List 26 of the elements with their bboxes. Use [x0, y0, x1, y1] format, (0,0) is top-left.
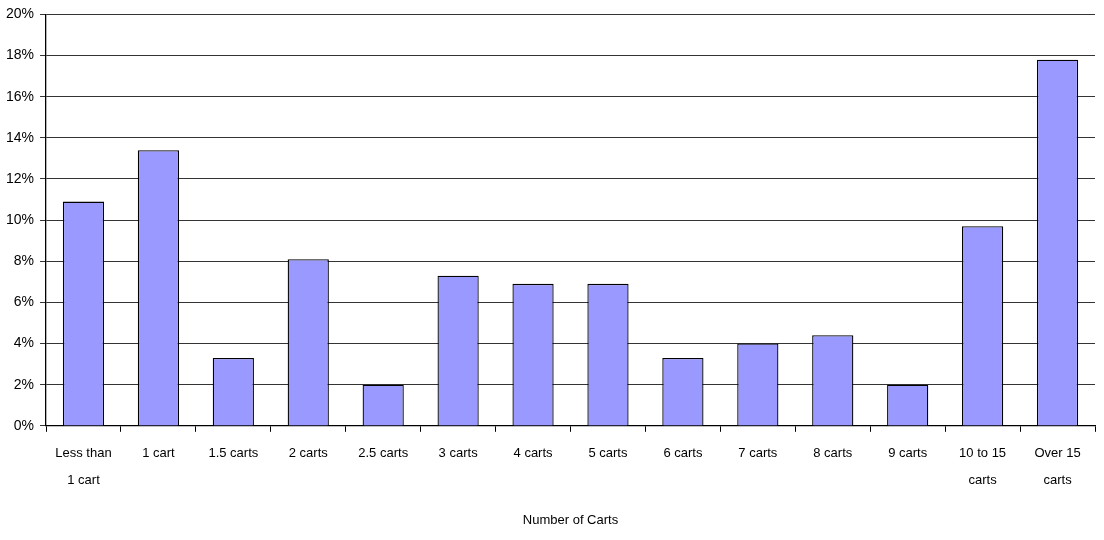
x-tick-label: Less than 1 cart: [55, 445, 112, 488]
x-axis-title: Number of Carts: [522, 511, 619, 527]
x-tick-label: 5 carts: [588, 445, 628, 461]
x-tick-label: 7 carts: [738, 445, 778, 461]
y-tick-label: 8%: [13, 252, 35, 269]
x-tick-label: Over 15 carts: [1034, 445, 1081, 488]
x-tick-label: 3 carts: [438, 445, 479, 461]
y-tick-label: 10%: [5, 210, 35, 227]
y-tick-label: 14%: [5, 128, 35, 145]
y-tick-label: 20%: [5, 5, 35, 22]
y-tick-label: 12%: [5, 169, 35, 186]
x-tick-label: 2 carts: [288, 445, 329, 461]
y-tick-label: 16%: [5, 87, 35, 104]
x-tick-label: 2.5 carts: [358, 445, 409, 461]
x-tick-label: 1.5 carts: [208, 445, 259, 461]
y-tick-label: 0%: [13, 416, 35, 433]
x-tick-label: 4 carts: [513, 445, 554, 461]
y-tick-label: 4%: [13, 334, 35, 351]
x-tick-label: 1 cart: [142, 445, 176, 461]
x-tick-label: 9 carts: [888, 445, 928, 461]
x-tick-label: 8 carts: [813, 445, 853, 461]
x-tick-label: 6 carts: [663, 445, 703, 461]
y-tick-label: 2%: [13, 375, 35, 392]
x-tick-label: 10 to 15 carts: [959, 445, 1007, 488]
y-tick-label: 6%: [13, 293, 35, 310]
y-tick-label: 18%: [5, 46, 35, 63]
